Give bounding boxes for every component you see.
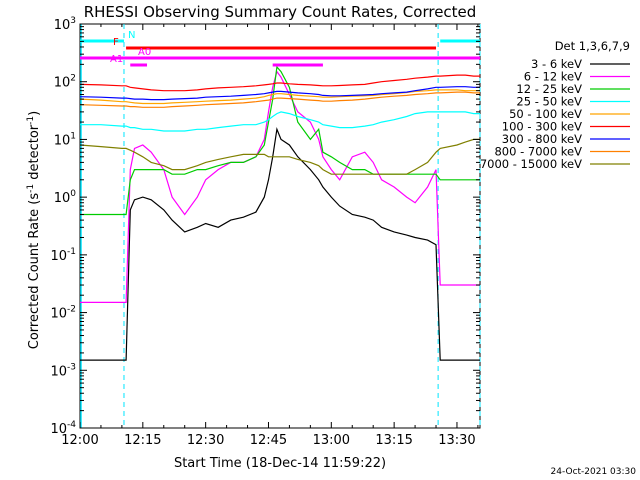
chart-title: RHESSI Observing Summary Count Rates, Co… — [84, 3, 477, 21]
y-axis-label: Corrected Count Rate (s-1 detector-1) — [26, 111, 42, 349]
series-line-4 — [79, 89, 480, 105]
y-axis-label-sup2: -1 — [26, 116, 36, 125]
y-tick-label-5: 10-2 — [50, 305, 76, 322]
series-line-3 — [80, 111, 480, 132]
series-line-7 — [79, 91, 480, 108]
legend-label-4: 50 - 100 keV — [509, 107, 582, 121]
y-tick-label-3: 100 — [54, 189, 77, 206]
legend-label-6: 300 - 800 keV — [502, 132, 582, 146]
legend-label-7: 800 - 7000 keV — [494, 145, 582, 159]
legend-label-8: 7000 - 15000 keV — [480, 157, 582, 171]
svg-text:Corrected Count Rate (s-1 dete: Corrected Count Rate (s-1 detector-1) — [26, 111, 42, 349]
plot-axes — [79, 23, 481, 429]
plot-frame — [79, 23, 481, 429]
series-line-1 — [80, 70, 480, 303]
x-tick-label-4: 13:00 — [313, 433, 350, 448]
x-tick-label-1: 12:15 — [124, 433, 161, 448]
y-tick-label-0: 103 — [54, 16, 76, 33]
legend-label-2: 12 - 25 keV — [516, 82, 582, 96]
x-tick-label-3: 12:45 — [250, 433, 287, 448]
series-line-5 — [79, 74, 480, 92]
x-tick-label-5: 13:15 — [375, 433, 412, 448]
flag-label-2: A0 — [138, 47, 151, 58]
series-line-0 — [80, 127, 480, 361]
flags-layer: NF A0 A1 — [80, 30, 480, 67]
y-tick-label-7: 10-4 — [50, 420, 76, 437]
y-tick-label-6: 10-3 — [50, 362, 76, 379]
flag-label-0: N — [128, 30, 135, 41]
series-layer — [79, 65, 480, 361]
legend-title: Det 1,3,6,7,9 — [555, 39, 630, 53]
series-line-8 — [79, 138, 480, 175]
flag-label-3: A1 — [110, 54, 123, 65]
y-axis-label-end: ) — [27, 111, 42, 116]
y-tick-label-1: 102 — [54, 74, 76, 91]
y-axis-label-mid: detector — [27, 124, 42, 184]
flag-label-1: F — [113, 37, 119, 48]
y-axis-label-main: Corrected Count Rate (s — [27, 193, 42, 350]
x-tick-label-6: 13:30 — [438, 433, 475, 448]
y-tick-label-2: 101 — [54, 131, 76, 148]
y-axis-label-sup: -1 — [26, 184, 36, 193]
legend-label-3: 25 - 50 keV — [516, 95, 582, 109]
x-tick-label-2: 12:30 — [187, 433, 224, 448]
footer-timestamp: 24-Oct-2021 03:30 — [551, 467, 637, 477]
legend-label-0: 3 - 6 keV — [531, 57, 582, 71]
legend-label-5: 100 - 300 keV — [502, 120, 582, 134]
x-tick-label-0: 12:00 — [61, 433, 98, 448]
x-axis-label: Start Time (18-Dec-14 11:59:22) — [174, 456, 386, 471]
y-tick-label-4: 10-1 — [50, 247, 76, 264]
legend-label-1: 6 - 12 keV — [524, 70, 582, 84]
ticks-layer: 12:00 12:15 12:30 12:45 13:00 13:15 13:30 103 10… — [50, 16, 480, 448]
series-line-6 — [79, 86, 480, 101]
series-line-2 — [80, 65, 480, 216]
